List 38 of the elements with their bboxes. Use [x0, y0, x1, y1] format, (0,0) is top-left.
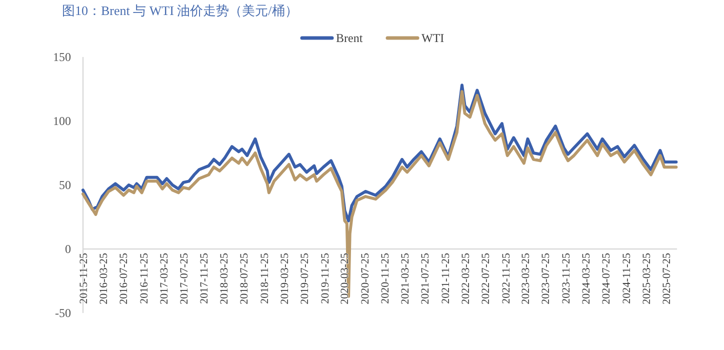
y-tick-label: 0	[65, 242, 71, 256]
y-tick-label: 150	[53, 50, 71, 64]
x-tick-label: 2018-03-25	[218, 252, 231, 304]
x-tick-label: 2022-03-25	[460, 252, 472, 304]
x-tick-label: 2021-07-25	[420, 252, 432, 304]
x-tick-label: 2016-07-25	[118, 252, 130, 304]
x-tick-label: 2017-11-25	[198, 252, 211, 304]
x-tick-label: 2023-03-25	[520, 252, 532, 304]
x-tick-label: 2019-11-25	[319, 252, 332, 304]
x-tick-label: 2017-03-25	[158, 252, 170, 304]
chart-title: 图10：Brent 与 WTI 油价走势（美元/桶）	[62, 3, 298, 18]
x-tick-label: 2019-07-25	[298, 252, 311, 304]
x-tick-label: 2020-11-25	[380, 252, 392, 304]
x-tick-label: 2021-11-25	[440, 252, 452, 304]
x-tick-label: 2022-07-25	[480, 252, 492, 304]
x-tick-label: 2020-03-25	[339, 252, 352, 304]
x-tick-label: 2015-11-25	[78, 252, 90, 304]
x-tick-label: 2022-11-25	[500, 252, 512, 304]
legend-label: WTI	[422, 31, 444, 45]
x-tick-label: 2020-07-25	[359, 252, 372, 304]
x-tick-label: 2016-03-25	[98, 252, 110, 304]
legend-label: Brent	[336, 31, 364, 45]
x-tick-label: 2017-07-25	[178, 252, 190, 304]
x-tick-label: 2025-03-25	[640, 252, 653, 304]
x-tick-label: 2023-07-25	[540, 252, 552, 304]
x-tick-label: 2019-03-25	[278, 252, 291, 304]
x-tick-label: 2021-03-25	[400, 252, 412, 304]
x-tick-label: 2016-11-25	[138, 252, 150, 304]
x-tick-label: 2023-11-25	[560, 252, 573, 304]
y-tick-label: 50	[59, 178, 71, 192]
x-tick-label: 2024-03-25	[580, 252, 593, 304]
x-tick-label: 2018-07-25	[238, 252, 251, 304]
x-tick-label: 2025-07-25	[660, 252, 673, 304]
x-tick-label: 2024-11-25	[620, 252, 633, 304]
y-tick-label: 100	[53, 114, 71, 128]
y-tick-label: -50	[55, 306, 71, 320]
x-tick-label: 2018-11-25	[258, 252, 271, 304]
x-tick-label: 2024-07-25	[600, 252, 613, 304]
